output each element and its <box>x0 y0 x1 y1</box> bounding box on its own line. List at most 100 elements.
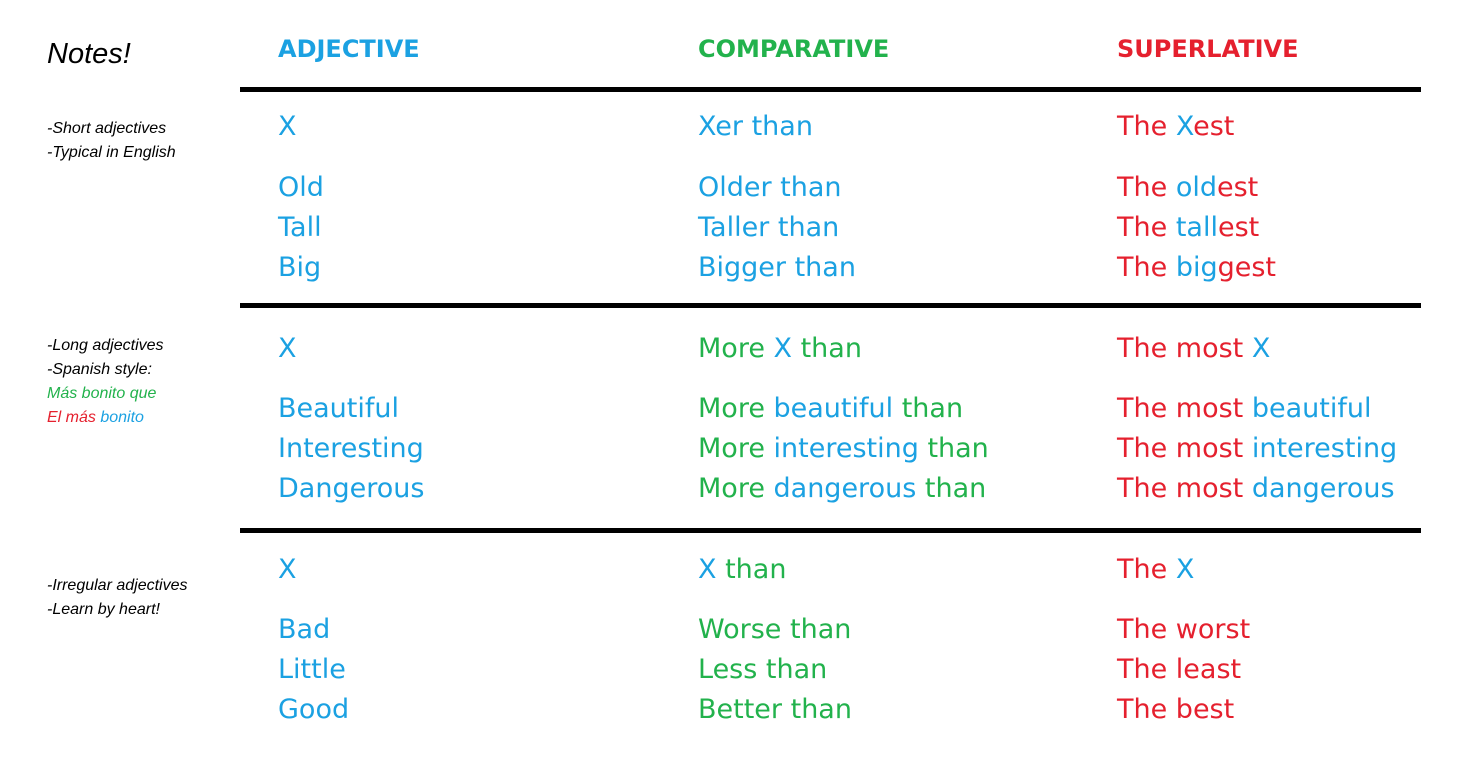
adjective-cell: X <box>278 111 297 143</box>
superlative-cell: The biggest <box>1117 252 1276 284</box>
adjective-cell: Old <box>278 172 324 204</box>
comparative-cell: Worse than <box>698 614 851 646</box>
adjective-cell: Beautiful <box>278 393 399 425</box>
text-segment: tall <box>1175 212 1218 243</box>
note-line: -Long adjectives <box>47 334 164 358</box>
text-segment: Big <box>278 252 322 283</box>
section-note: -Short adjectives -Typical in English <box>47 117 176 165</box>
section-note: -Long adjectives -Spanish style: Más bonit… <box>47 334 164 430</box>
notes-title: Notes! <box>47 38 131 70</box>
text-segment: The most <box>1117 473 1252 504</box>
text-segment: Xer than <box>698 111 813 142</box>
text-segment: est <box>1193 111 1235 142</box>
text-segment: The <box>1117 212 1176 243</box>
header-adjective: ADJECTIVE <box>278 35 420 63</box>
superlative-cell: The least <box>1117 654 1241 686</box>
text-segment: interesting <box>1251 433 1398 464</box>
text-segment: X <box>278 333 297 364</box>
comparative-cell: Less than <box>698 654 827 686</box>
section-note: -Irregular adjectives -Learn by heart! <box>47 574 188 622</box>
comparative-cell: Xer than <box>698 111 813 143</box>
text-segment: beautiful <box>1251 393 1372 424</box>
text-segment: est <box>1216 172 1259 203</box>
text-segment: interesting <box>773 433 919 464</box>
comparative-cell: More dangerous than <box>698 473 986 505</box>
text-segment: X <box>773 333 793 364</box>
adjective-cell: Tall <box>278 212 322 244</box>
text-segment: El más <box>47 409 101 426</box>
text-segment: Better than <box>698 694 852 725</box>
superlative-cell: The oldest <box>1117 172 1258 204</box>
text-segment: X <box>1251 333 1271 364</box>
text-segment: big <box>1175 252 1218 283</box>
header-comparative: COMPARATIVE <box>698 35 890 63</box>
text-segment: bonito <box>100 409 144 426</box>
adjective-cell: Interesting <box>278 433 424 465</box>
text-segment: dangerous <box>773 473 917 504</box>
text-segment: More <box>698 433 774 464</box>
text-segment: than <box>716 554 787 585</box>
superlative-cell: The most X <box>1117 333 1270 365</box>
text-segment: The best <box>1117 694 1235 725</box>
comparative-cell: More X than <box>698 333 862 365</box>
adjective-cell: Dangerous <box>278 473 424 505</box>
section-divider <box>240 303 1421 308</box>
text-segment: -Long adjectives <box>47 337 164 354</box>
text-segment: dangerous <box>1251 473 1395 504</box>
text-segment: -Learn by heart! <box>47 601 160 618</box>
text-segment: est <box>1217 212 1260 243</box>
text-segment: -Spanish style: <box>47 361 152 378</box>
text-segment: Taller than <box>698 212 840 243</box>
text-segment: Worse than <box>698 614 852 645</box>
text-segment: More <box>698 393 774 424</box>
note-line: -Learn by heart! <box>47 598 188 622</box>
text-segment: X <box>698 554 717 585</box>
text-segment: The most <box>1117 393 1252 424</box>
superlative-cell: The tallest <box>1117 212 1259 244</box>
text-segment: The least <box>1117 654 1242 685</box>
adjective-cell: X <box>278 554 297 586</box>
note-line: -Typical in English <box>47 141 176 165</box>
text-segment: X <box>1175 554 1195 585</box>
text-segment: than <box>893 393 964 424</box>
text-segment: X <box>278 111 297 142</box>
superlative-cell: The most interesting <box>1117 433 1397 465</box>
text-segment: beautiful <box>773 393 894 424</box>
note-line: -Spanish style: <box>47 358 164 382</box>
text-segment: than <box>916 473 987 504</box>
text-segment: The most <box>1117 333 1252 364</box>
note-line: Más bonito que <box>47 382 164 406</box>
text-segment: The <box>1117 252 1176 283</box>
comparative-cell: More beautiful than <box>698 393 963 425</box>
adjective-cell: Good <box>278 694 349 726</box>
text-segment: X <box>1175 111 1194 142</box>
comparative-cell: More interesting than <box>698 433 989 465</box>
comparative-cell: Older than <box>698 172 842 204</box>
text-segment: X <box>278 554 297 585</box>
comparative-cell: Bigger than <box>698 252 856 284</box>
adjective-cell: X <box>278 333 297 365</box>
text-segment: The <box>1117 172 1176 203</box>
header-divider <box>240 87 1421 92</box>
text-segment: More <box>698 473 774 504</box>
adjective-cell: Little <box>278 654 346 686</box>
text-segment: -Short adjectives <box>47 120 167 137</box>
text-segment: Less than <box>698 654 828 685</box>
adjective-cell: Bad <box>278 614 330 646</box>
text-segment: Old <box>278 172 324 203</box>
text-segment: gest <box>1217 252 1276 283</box>
text-segment: old <box>1175 172 1217 203</box>
text-segment: Más bonito que <box>47 385 157 402</box>
text-segment: The worst <box>1117 614 1251 645</box>
text-segment: More <box>698 333 774 364</box>
text-segment: -Typical in English <box>47 144 176 161</box>
section-divider <box>240 528 1421 533</box>
text-segment: Interesting <box>278 433 424 464</box>
superlative-cell: The most beautiful <box>1117 393 1371 425</box>
note-line: El más bonito <box>47 406 164 430</box>
note-line: -Short adjectives <box>47 117 176 141</box>
adjective-cell: Big <box>278 252 321 284</box>
superlative-cell: The worst <box>1117 614 1250 646</box>
comparative-cell: X than <box>698 554 786 586</box>
